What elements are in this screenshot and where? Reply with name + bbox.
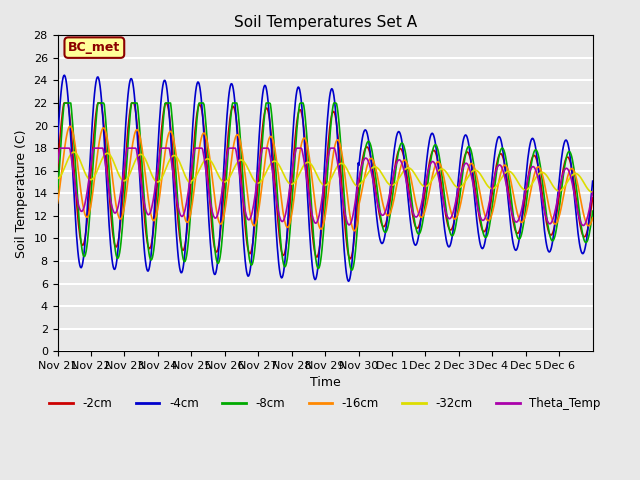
X-axis label: Time: Time [310, 376, 340, 389]
Title: Soil Temperatures Set A: Soil Temperatures Set A [234, 15, 417, 30]
Legend: -2cm, -4cm, -8cm, -16cm, -32cm, Theta_Temp: -2cm, -4cm, -8cm, -16cm, -32cm, Theta_Te… [45, 392, 605, 415]
Y-axis label: Soil Temperature (C): Soil Temperature (C) [15, 129, 28, 257]
Text: BC_met: BC_met [68, 41, 120, 54]
